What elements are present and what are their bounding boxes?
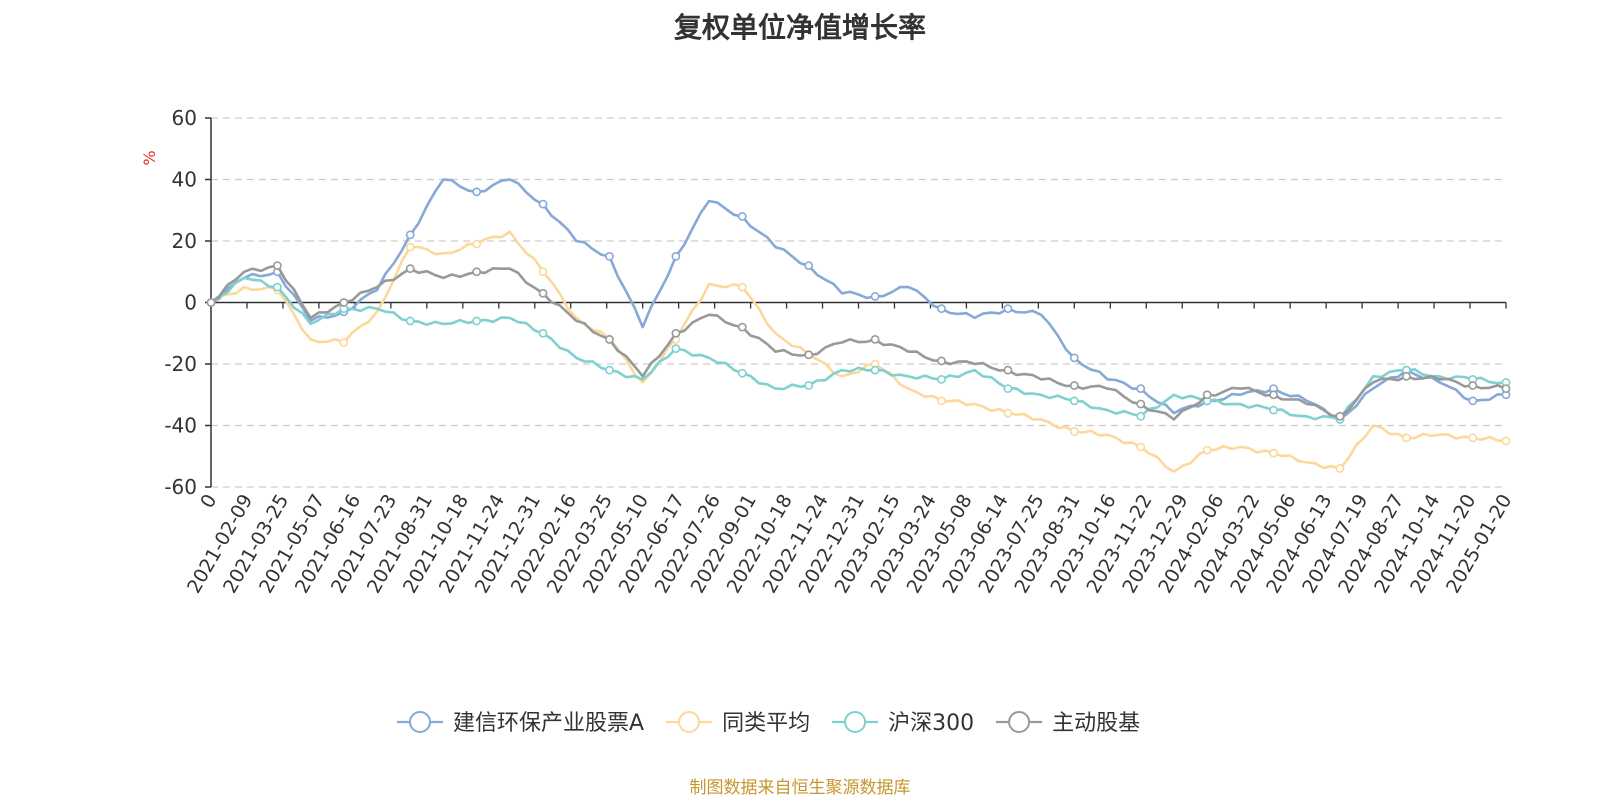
data-point (1136, 384, 1146, 393)
data-point (273, 282, 282, 292)
legend-label: 同类平均 (722, 711, 810, 736)
legend-item: 同类平均 (666, 711, 810, 736)
data-point (1069, 381, 1079, 390)
data-point (804, 261, 814, 270)
y-axis-label: % (140, 150, 159, 165)
data-point (206, 298, 216, 307)
data-point (1501, 436, 1511, 446)
data-point (538, 288, 548, 298)
y-tick-label: 60 (172, 106, 197, 130)
data-point (671, 344, 681, 354)
data-point (472, 239, 482, 249)
data-point (870, 291, 880, 301)
data-point (1501, 384, 1511, 393)
data-point (1269, 448, 1278, 458)
series-line (209, 178, 1508, 421)
y-tick-label: -60 (164, 475, 197, 499)
data-point (1136, 411, 1146, 421)
data-point (472, 267, 482, 277)
y-tick-label: 0 (184, 291, 197, 315)
data-point (1468, 396, 1478, 406)
legend-item: 建信环保产业股票A (397, 711, 644, 736)
data-point (405, 264, 415, 274)
series-line (209, 230, 1508, 473)
data-point (605, 334, 614, 344)
x-tick-label: 0 (196, 491, 221, 512)
chart-title: 复权单位净值增长率 (673, 11, 926, 44)
data-point (1401, 433, 1411, 443)
data-point (1069, 396, 1079, 406)
data-point (339, 338, 349, 347)
legend-item: 主动股基 (996, 711, 1140, 736)
data-point (1269, 390, 1278, 400)
data-point (472, 187, 482, 197)
data-point (870, 334, 880, 344)
legend-label: 主动股基 (1052, 711, 1140, 736)
data-point (1468, 381, 1478, 390)
data-point (737, 282, 747, 292)
data-point (937, 374, 946, 384)
data-point (804, 350, 814, 360)
data-point (273, 261, 282, 270)
data-point (538, 199, 548, 209)
data-point (1069, 353, 1079, 363)
legend-label: 沪深300 (888, 711, 974, 736)
data-point (937, 396, 946, 406)
data-point (405, 316, 415, 326)
series-line (209, 276, 1508, 421)
data-point (1401, 371, 1411, 381)
data-point (1202, 390, 1212, 400)
data-point (538, 328, 548, 338)
data-point (1202, 445, 1212, 455)
data-point (605, 251, 614, 261)
data-point (1335, 464, 1345, 473)
data-point (1335, 411, 1345, 421)
legend-marker (1008, 711, 1031, 733)
data-point (339, 298, 349, 307)
data-point (737, 211, 747, 221)
y-tick-label: -20 (164, 352, 197, 376)
data-point (405, 230, 415, 240)
data-point (671, 251, 681, 261)
legend-label: 建信环保产业股票A (453, 711, 644, 736)
legend-marker (409, 711, 431, 733)
data-point (870, 365, 880, 375)
data-point (1003, 304, 1013, 314)
data-point (605, 365, 614, 375)
series-lines (206, 178, 1511, 473)
data-point (405, 242, 415, 252)
data-point (671, 328, 681, 338)
data-point (1269, 405, 1278, 415)
data-point (1468, 433, 1478, 443)
data-point (1003, 384, 1013, 393)
data-point (1069, 427, 1079, 437)
data-point (1136, 399, 1146, 409)
legend-item: 沪深300 (832, 711, 974, 736)
data-point (1003, 365, 1013, 375)
data-point (937, 356, 946, 366)
data-point (1003, 408, 1013, 418)
data-point (472, 316, 482, 326)
data-point (737, 368, 747, 378)
legend-marker (844, 711, 867, 733)
series-line (209, 264, 1508, 421)
data-point (937, 304, 946, 314)
data-point (737, 322, 747, 332)
data-point (1136, 442, 1146, 452)
y-tick-label: 20 (172, 229, 197, 253)
y-tick-label: -40 (164, 414, 197, 438)
source-note: 制图数据来自恒生聚源数据库 (689, 778, 911, 798)
legend: 建信环保产业股票A 同类平均 沪深300 主动股基 (397, 711, 1140, 736)
data-point (538, 267, 548, 277)
y-tick-label: 40 (172, 168, 197, 192)
data-point (804, 381, 814, 390)
legend-marker (678, 711, 701, 733)
